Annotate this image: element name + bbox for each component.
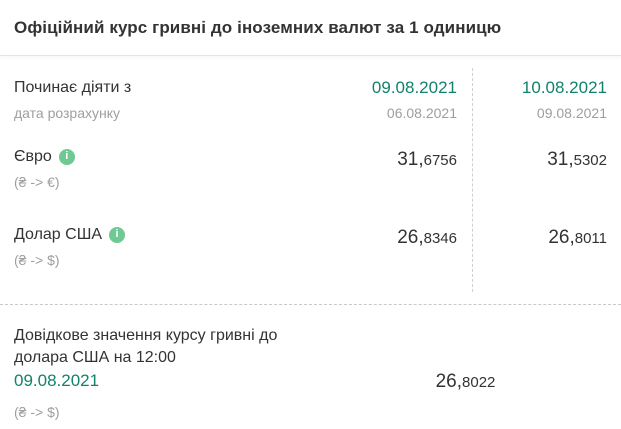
calculation-date-label: дата розрахунку (14, 105, 120, 121)
info-icon[interactable]: i (109, 226, 126, 243)
calculation-date-col2: 09.08.2021 (536, 105, 607, 121)
header: Офіційний курс гривні до іноземних валют… (0, 0, 621, 56)
rate-value-usd-col1: 26,8346 (397, 227, 457, 248)
currency-row-usd: Долар США i (₴ -> $) 26,8346 26,8011 (14, 210, 607, 304)
reference-date: 09.08.2021 (14, 371, 100, 390)
reference-rate-value: 26,8022 (435, 371, 496, 392)
effective-date-col2: 10.08.2021 (521, 78, 607, 97)
column-divider (472, 68, 473, 292)
calculation-date-col1: 06.08.2021 (386, 105, 457, 121)
reference-section: Довідкове значення курсу гривні до долар… (0, 304, 621, 429)
rate-value-euro-col2: 31,5302 (547, 149, 607, 170)
reference-label: Довідкове значення курсу гривні до долар… (14, 327, 278, 366)
rate-value-euro-col1: 31,6756 (397, 149, 457, 170)
currency-row-euro: Євро i (₴ -> €) 31,6756 31,5302 (14, 135, 607, 210)
rates-table: Починає діяти з дата розрахунку 09.08.20… (0, 56, 621, 304)
currency-pair-usd: (₴ -> $) (14, 252, 60, 268)
info-icon[interactable]: i (58, 148, 75, 165)
effective-label: Починає діяти з (14, 79, 132, 96)
page-title: Офіційний курс гривні до іноземних валют… (14, 17, 502, 37)
effective-date-col1: 09.08.2021 (371, 78, 457, 97)
currency-label-usd: Долар США (14, 226, 103, 243)
currency-pair-euro: (₴ -> €) (14, 174, 60, 190)
reference-pair: (₴ -> $) (14, 404, 60, 420)
effective-date-row: Починає діяти з дата розрахунку 09.08.20… (14, 56, 607, 135)
rate-value-usd-col2: 26,8011 (548, 227, 607, 248)
currency-label-euro: Євро (14, 148, 52, 165)
